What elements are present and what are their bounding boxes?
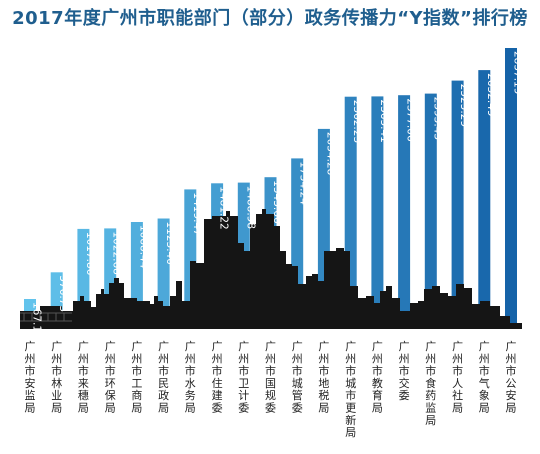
category-label-7: 广州市水务局 (185, 340, 196, 415)
chart-title: 2017年度广州市职能部门（部分）政务传播力“Y指数”排行榜 (12, 8, 528, 29)
category-label-13: 广州市城市更新局 (345, 340, 356, 439)
value-label-10: 1543.66 (271, 180, 283, 224)
value-label-6: 1123.40 (164, 222, 176, 265)
value-label-2: 576.73 (57, 275, 69, 312)
category-label-11: 广州市城管委 (292, 340, 303, 415)
category-label-17: 广州市人社局 (452, 340, 463, 415)
bar-14 (371, 96, 384, 330)
bar-18 (478, 70, 491, 329)
category-label-4: 广州市环保局 (105, 340, 116, 415)
category-label-16: 广州市食药监局 (425, 340, 436, 427)
category-labels-layer: 广州市安监局 广州市林业局 广州市来穗局 广州市环保局 广州市工商局 广州市民政局 广州市水… (25, 340, 517, 439)
value-label-7: 1419.47 (191, 192, 203, 235)
value-label-14: 2365.41 (378, 99, 390, 142)
value-label-9: 1488.98 (244, 186, 256, 229)
category-label-12: 广州市地税局 (318, 340, 329, 415)
category-label-14: 广州市教育局 (372, 340, 383, 415)
bar-15 (398, 95, 411, 329)
value-label-19: 2857.19 (512, 51, 524, 94)
value-labels-layer: 167.16 576.73 1017.86 1022.68 1088.44 1123.40… (31, 51, 524, 339)
category-label-9: 广州市卫计委 (238, 340, 249, 415)
value-label-8: 1481.22 (218, 186, 230, 229)
city-skyline-silhouette (20, 209, 522, 329)
category-label-2: 广州市林业局 (51, 340, 62, 415)
category-label-10: 广州市国规委 (265, 340, 276, 415)
bar-19 (505, 48, 517, 329)
value-label-18: 2632.49 (485, 73, 497, 116)
category-label-3: 广州市来穗局 (78, 340, 89, 415)
value-label-13: 2362.23 (351, 100, 363, 143)
value-label-4: 1022.68 (111, 231, 123, 274)
category-label-19: 广州市公安局 (506, 340, 517, 415)
value-label-5: 1088.44 (137, 225, 149, 269)
category-label-5: 广州市工商局 (131, 340, 142, 415)
value-label-17: 2525.29 (458, 84, 470, 127)
bar-16 (424, 93, 437, 329)
value-label-15: 2377.06 (405, 98, 417, 142)
value-label-12: 2034.28 (324, 132, 336, 175)
category-label-1: 广州市安监局 (25, 340, 36, 415)
value-label-16: 2393.43 (431, 97, 443, 140)
value-label-3: 1017.86 (84, 232, 96, 276)
value-label-11: 1734.24 (298, 161, 310, 205)
category-label-18: 广州市气象局 (479, 340, 490, 415)
value-label-1: 167.16 (31, 302, 43, 339)
category-label-8: 广州市住建委 (212, 340, 223, 415)
category-label-6: 广州市民政局 (158, 340, 169, 415)
bar-17 (451, 80, 464, 329)
category-label-15: 广州市交委 (399, 340, 410, 402)
